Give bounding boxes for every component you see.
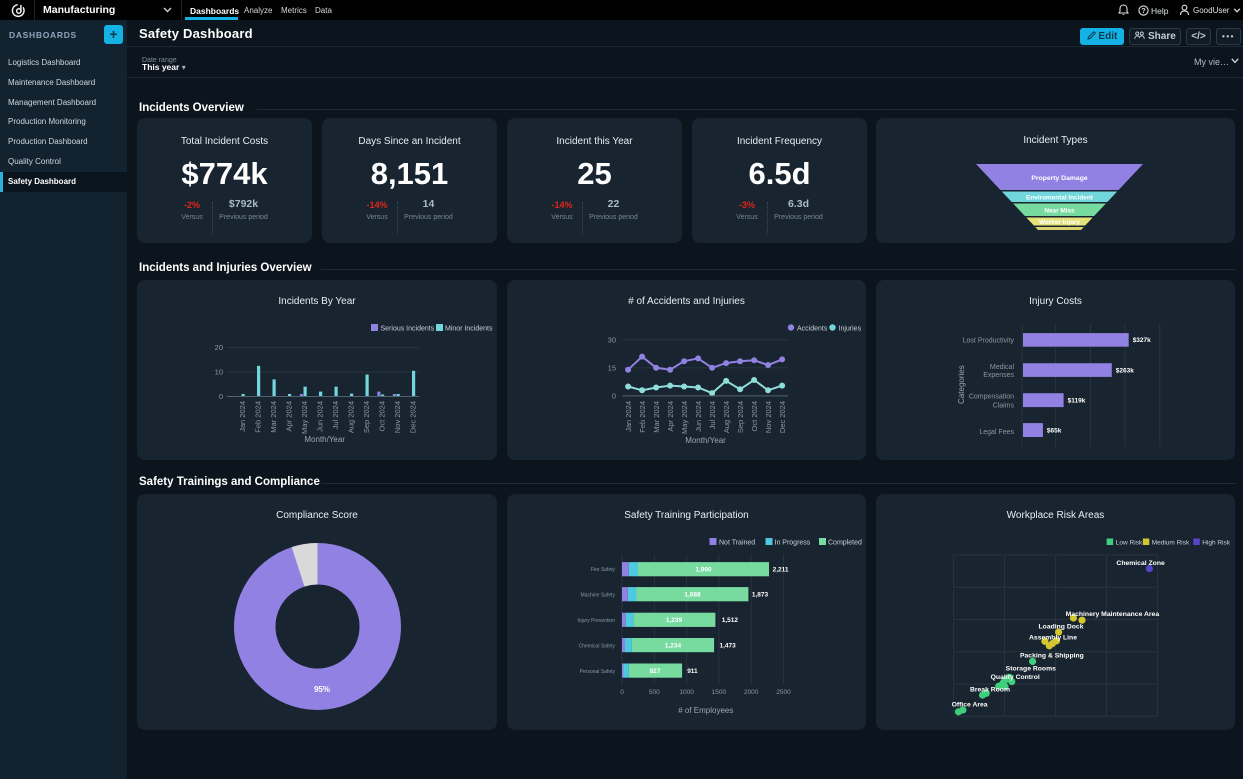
svg-text:May 2024: May 2024 — [300, 401, 309, 434]
svg-text:Worker Injury: Worker Injury — [1039, 219, 1081, 226]
svg-text:95%: 95% — [314, 685, 330, 694]
svg-text:Oct 2024: Oct 2024 — [378, 401, 387, 431]
svg-text:Nov 2024: Nov 2024 — [764, 401, 773, 433]
svg-text:Injuries: Injuries — [839, 326, 862, 333]
svg-text:1,990: 1,990 — [695, 567, 712, 574]
svg-text:1,234: 1,234 — [665, 642, 682, 649]
svg-text:Feb 2024: Feb 2024 — [638, 401, 647, 433]
svg-text:Break Room: Break Room — [970, 687, 1010, 694]
svg-text:827: 827 — [650, 668, 661, 675]
svg-text:Aug 2024: Aug 2024 — [722, 401, 731, 433]
svg-text:1,239: 1,239 — [666, 617, 683, 624]
svg-text:Completed: Completed — [828, 540, 862, 547]
svg-text:Personal Safety: Personal Safety — [580, 669, 616, 675]
svg-text:Sep 2024: Sep 2024 — [362, 401, 371, 433]
svg-text:Sep 2024: Sep 2024 — [736, 401, 745, 433]
svg-text:Dec 2024: Dec 2024 — [778, 401, 787, 433]
svg-text:Oct 2024: Oct 2024 — [750, 401, 759, 431]
svg-text:May 2024: May 2024 — [680, 401, 689, 434]
svg-text:Legal Fees: Legal Fees — [979, 429, 1014, 436]
svg-text:Jan 2024: Jan 2024 — [624, 401, 633, 432]
svg-text:Chemical Safety: Chemical Safety — [579, 644, 616, 650]
svg-text:Low Risk: Low Risk — [1116, 540, 1143, 547]
svg-text:Office Area: Office Area — [952, 702, 988, 709]
svg-text:$119k: $119k — [1068, 398, 1086, 405]
svg-text:30: 30 — [608, 335, 616, 344]
svg-text:Compensation: Compensation — [969, 394, 1014, 401]
svg-text:Loading Dock: Loading Dock — [1039, 624, 1084, 631]
svg-text:Medium Risk: Medium Risk — [1152, 540, 1190, 547]
svg-text:1000: 1000 — [679, 689, 694, 696]
svg-text:In Progress: In Progress — [775, 540, 811, 547]
svg-text:High Risk: High Risk — [1202, 540, 1231, 547]
svg-text:Fire Safety: Fire Safety — [591, 567, 616, 573]
svg-text:Accidents: Accidents — [797, 326, 828, 333]
svg-text:0: 0 — [620, 689, 624, 696]
svg-text:Injury Prevention: Injury Prevention — [577, 618, 615, 624]
svg-text:$263k: $263k — [1116, 367, 1134, 374]
svg-text:Nov 2024: Nov 2024 — [393, 401, 402, 433]
svg-text:Feb 2024: Feb 2024 — [254, 401, 263, 433]
svg-text:Mar 2024: Mar 2024 — [269, 401, 278, 433]
svg-text:Storage Rooms: Storage Rooms — [1006, 666, 1056, 673]
svg-text:Dec 2024: Dec 2024 — [409, 401, 418, 433]
svg-text:Jan 2024: Jan 2024 — [238, 401, 247, 432]
svg-text:2500: 2500 — [776, 689, 791, 696]
svg-text:Month/Year: Month/Year — [685, 436, 726, 445]
svg-text:Mar 2024: Mar 2024 — [652, 401, 661, 433]
svg-text:Expenses: Expenses — [983, 372, 1014, 379]
svg-text:Quality Control: Quality Control — [991, 674, 1040, 681]
svg-text:1,873: 1,873 — [752, 592, 769, 599]
svg-text:Near Miss: Near Miss — [1044, 208, 1075, 215]
svg-text:Medical: Medical — [990, 364, 1015, 371]
svg-text:Not Trained: Not Trained — [719, 540, 755, 547]
svg-text:15: 15 — [608, 364, 616, 373]
svg-text:Jun 2024: Jun 2024 — [694, 401, 703, 432]
svg-text:Serious Incidents: Serious Incidents — [381, 326, 435, 333]
svg-text:Property Damage: Property Damage — [1031, 175, 1088, 182]
svg-text:Chemical Zone: Chemical Zone — [1116, 560, 1165, 567]
svg-text:1500: 1500 — [712, 689, 727, 696]
svg-text:20: 20 — [215, 343, 223, 352]
svg-text:Assembly Line: Assembly Line — [1029, 634, 1077, 641]
svg-text:Packing & Shipping: Packing & Shipping — [1020, 653, 1084, 660]
svg-text:2,211: 2,211 — [773, 567, 789, 574]
svg-text:Jul 2024: Jul 2024 — [708, 401, 717, 429]
svg-text:# of Employees: # of Employees — [678, 706, 733, 715]
svg-text:$65k: $65k — [1047, 427, 1062, 434]
svg-text:Jun 2024: Jun 2024 — [316, 401, 325, 432]
svg-text:10: 10 — [215, 368, 223, 377]
svg-text:0: 0 — [612, 392, 616, 401]
svg-text:1,688: 1,688 — [684, 592, 701, 599]
svg-text:Machinery Maintenance Area: Machinery Maintenance Area — [1066, 611, 1160, 618]
svg-text:Jul 2024: Jul 2024 — [331, 401, 340, 429]
svg-text:?: ? — [1141, 8, 1145, 15]
svg-text:Enviromental Incident: Enviromental Incident — [1026, 195, 1094, 202]
svg-text:Claims: Claims — [993, 402, 1015, 409]
svg-text:Categories: Categories — [957, 365, 966, 404]
svg-text:1,512: 1,512 — [722, 617, 739, 624]
svg-text:Aug 2024: Aug 2024 — [347, 401, 356, 433]
svg-text:Lost Productivity: Lost Productivity — [963, 338, 1015, 345]
svg-text:1,473: 1,473 — [720, 642, 737, 649]
svg-text:Machine Safety: Machine Safety — [581, 593, 616, 599]
svg-text:2000: 2000 — [744, 689, 759, 696]
svg-text:500: 500 — [649, 689, 660, 696]
svg-text:Apr 2024: Apr 2024 — [666, 401, 675, 431]
svg-text:911: 911 — [687, 668, 698, 675]
svg-text:$327k: $327k — [1133, 337, 1151, 344]
svg-text:0: 0 — [219, 392, 223, 401]
svg-text:Apr 2024: Apr 2024 — [285, 401, 294, 431]
svg-text:Month/Year: Month/Year — [304, 435, 345, 444]
svg-text:Minor Incidents: Minor Incidents — [445, 326, 493, 333]
